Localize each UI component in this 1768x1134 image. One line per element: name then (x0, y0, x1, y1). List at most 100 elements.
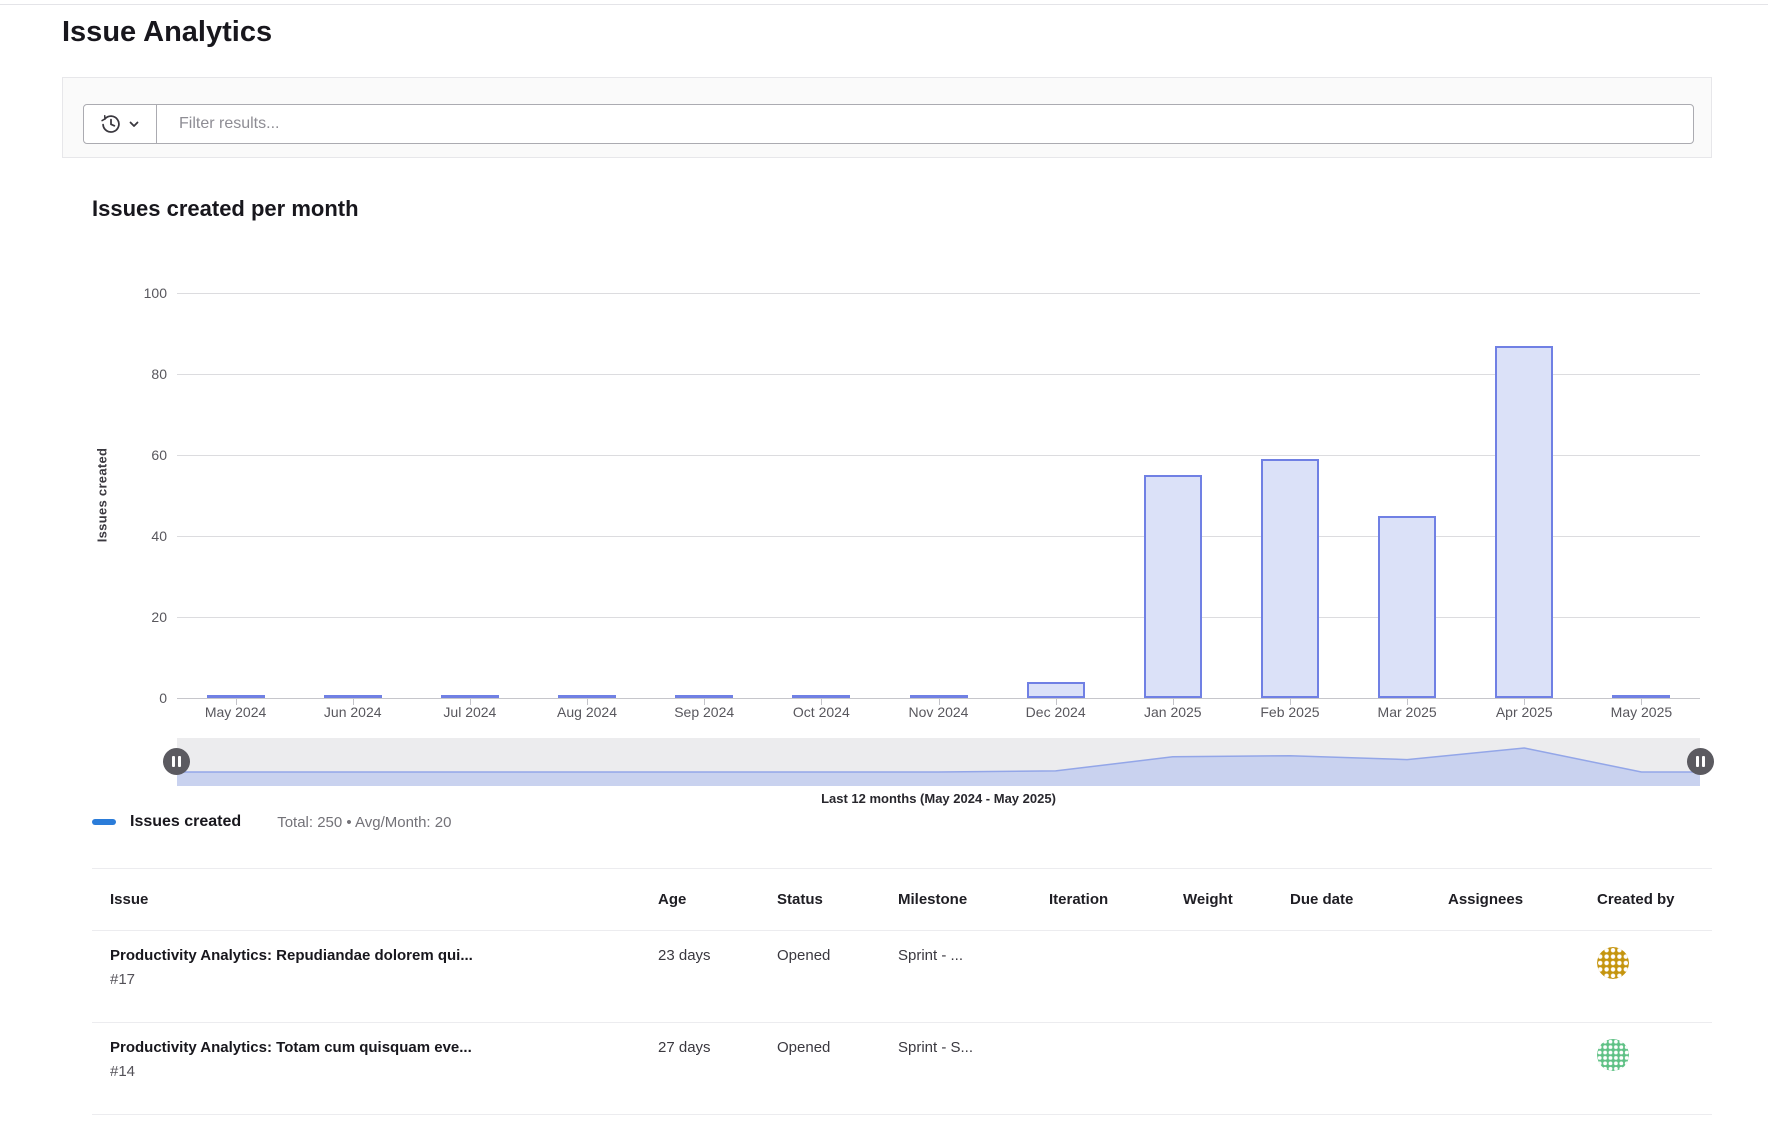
page-title: Issue Analytics (62, 16, 273, 48)
x-axis-label: Mar 2025 (1377, 704, 1437, 720)
x-axis-tick (235, 698, 237, 705)
x-axis-label: Jun 2024 (323, 704, 382, 720)
legend-swatch (92, 819, 116, 825)
chart-bar-apr-2025 (1495, 346, 1554, 698)
chart-bar-feb-2025 (1260, 459, 1319, 698)
chart-bar-dec-2024 (1026, 682, 1085, 698)
x-axis-label: May 2025 (1610, 704, 1673, 720)
y-tick-label: 20 (151, 609, 167, 625)
x-axis-tick (938, 698, 940, 705)
cell-iteration (1049, 1022, 1183, 1115)
cell-assignees (1448, 930, 1597, 1023)
gridline (177, 373, 1700, 375)
bar-chart-plot: 0 20 40 60 80 100 May 2024 Jun 2024 Jul 2024 Aug … (144, 285, 1700, 720)
cell-age: 23 days (658, 930, 777, 1023)
table-row: Productivity Analytics: Totam cum quisqu… (92, 1022, 1712, 1115)
zoom-handle-right[interactable] (1687, 748, 1714, 775)
x-axis-tick (587, 698, 589, 705)
column-header-created-by: Created by (1597, 868, 1712, 931)
column-header-milestone: Milestone (898, 868, 1049, 931)
chart-range-caption: Last 12 months (May 2024 - May 2025) (821, 791, 1056, 806)
chart-bar-nov-2024 (909, 695, 968, 698)
y-axis-label: Issues created (94, 447, 110, 543)
issue-reference: #17 (110, 971, 136, 988)
gold-identicon-avatar[interactable] (1597, 947, 1629, 979)
chart-title: Issues created per month (92, 196, 359, 221)
legend-label[interactable]: Issues created (130, 813, 242, 830)
cell-due-date (1290, 930, 1448, 1023)
cell-milestone: Sprint - ... (898, 930, 1049, 1023)
chart-bar-jul-2024 (440, 695, 499, 698)
x-axis-label: Nov 2024 (908, 704, 969, 720)
issue-link[interactable]: Productivity Analytics: Repudiandae dolo… (110, 947, 473, 964)
cell-age: 27 days (658, 1022, 777, 1115)
chart-bar-sep-2024 (675, 695, 734, 698)
history-clock-icon (100, 113, 122, 135)
y-tick-label: 40 (151, 528, 167, 544)
filter-history-button[interactable] (84, 105, 157, 143)
x-axis-label: Aug 2024 (557, 704, 617, 720)
x-axis-label: Jan 2025 (1143, 704, 1202, 720)
x-axis-tick (469, 698, 471, 705)
filter-control (83, 104, 1694, 144)
cell-status: Opened (777, 1022, 898, 1115)
zoom-slider-data-shadow (177, 747, 1700, 786)
y-tick-label: 100 (143, 285, 167, 301)
chart-bar-jan-2025 (1143, 475, 1202, 698)
x-axis-tick (1641, 698, 1643, 705)
x-axis-label: Sep 2024 (674, 704, 735, 720)
cell-weight (1183, 930, 1290, 1023)
filter-bar (62, 77, 1712, 158)
column-header-iteration: Iteration (1049, 868, 1183, 931)
chevron-down-icon (128, 118, 140, 130)
top-divider (0, 4, 1768, 5)
column-header-weight: Weight (1183, 868, 1290, 931)
table-row: Productivity Analytics: Repudiandae dolo… (92, 930, 1712, 1023)
chart-bar-may-2025 (1612, 695, 1671, 698)
x-axis-label: Oct 2024 (792, 704, 850, 720)
green-identicon-avatar[interactable] (1597, 1039, 1629, 1071)
cell-status: Opened (777, 930, 898, 1023)
chart-legend: Issues created Total: 250 • Avg/Month: 2… (92, 813, 451, 831)
x-axis-tick (1524, 698, 1526, 705)
cell-iteration (1049, 930, 1183, 1023)
legend-summary: Total: 250 • Avg/Month: 20 (277, 813, 452, 831)
filter-input[interactable] (157, 105, 1693, 143)
gridline (177, 292, 1700, 294)
x-axis-tick (1172, 698, 1174, 705)
issue-reference: #14 (110, 1063, 136, 1080)
chart-zoom-slider[interactable] (163, 738, 1714, 786)
column-header-status: Status (777, 868, 898, 931)
chart-bar-jun-2024 (323, 695, 382, 698)
gridline (177, 616, 1700, 618)
x-axis-label: Jul 2024 (443, 704, 497, 720)
chart-bar-may-2024 (206, 695, 265, 698)
cell-due-date (1290, 1022, 1448, 1115)
y-tick-label: 60 (151, 447, 167, 463)
cell-milestone: Sprint - S... (898, 1022, 1049, 1115)
column-header-age: Age (658, 868, 777, 931)
x-axis-label: May 2024 (204, 704, 267, 720)
chart-bar-oct-2024 (792, 695, 851, 698)
column-header-issue: Issue (92, 868, 658, 931)
x-axis-tick (704, 698, 706, 705)
column-header-assignees: Assignees (1448, 868, 1597, 931)
issue-link[interactable]: Productivity Analytics: Totam cum quisqu… (110, 1039, 472, 1056)
y-tick-label: 80 (151, 366, 167, 382)
zoom-handle-left[interactable] (163, 748, 190, 775)
x-axis-label: Dec 2024 (1025, 704, 1086, 720)
x-axis-tick (821, 698, 823, 705)
cell-weight (1183, 1022, 1290, 1115)
issues-table: Issue Age Status Milestone Iteration Wei… (92, 868, 1712, 1115)
x-axis-tick (352, 698, 354, 705)
table-header-row: Issue Age Status Milestone Iteration Wei… (92, 868, 1712, 931)
x-axis-tick (1055, 698, 1057, 705)
column-header-due-date: Due date (1290, 868, 1448, 931)
x-axis-tick (1289, 698, 1291, 705)
gridline (177, 454, 1700, 456)
x-axis-label: Apr 2025 (1495, 704, 1553, 720)
chart-bar-aug-2024 (558, 695, 617, 698)
gridline (177, 535, 1700, 537)
chart-bar-mar-2025 (1378, 516, 1437, 698)
